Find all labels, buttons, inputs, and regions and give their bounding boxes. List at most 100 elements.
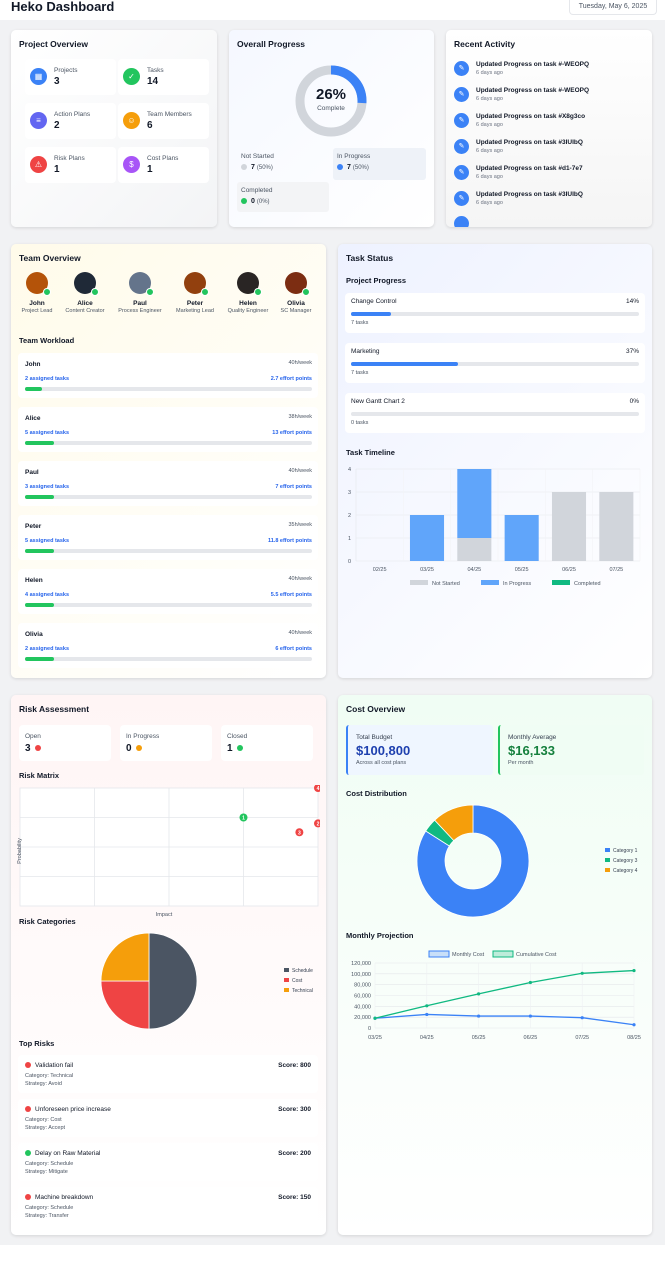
data-point [528,980,532,985]
slice-schedule [148,932,198,1030]
top-risk-item[interactable]: Validation fail Score: 800 Category: Techn… [18,1055,318,1093]
member-helen[interactable]: Helen Quality Engineer [220,272,276,314]
stat-projects[interactable]: ▦ Projects 3 [25,59,116,95]
risk-stat-value: 1 [227,743,243,754]
activity-item-partial [454,216,469,227]
workload-helen[interactable]: Helen 40h/week 4 assigned tasks 5.5 effort … [18,569,318,614]
legend-label: In Progress [503,581,531,587]
data-point [580,971,584,975]
activity-text: Updated Progress on task #-WEOPQ [476,61,590,68]
member-name: John [29,300,45,307]
activity-item[interactable]: ✎ Updated Progress on task #-WEOPQ 6 days … [454,59,644,79]
stat-label: Cost Plans [147,155,179,162]
member-paul[interactable]: Paul Process Engineer [112,272,168,314]
progress-completed: Completed 0 (0%) [237,182,329,212]
project-progress-item[interactable]: Marketing 37% 7 tasks [345,343,645,383]
risk-score: Score: 800 [278,1062,311,1069]
data-point [632,1023,636,1027]
risk-point-label: 1 [242,816,245,822]
check-icon: ✓ [123,68,140,85]
stat-value: 6 [147,120,153,131]
legend-swatch [284,978,289,982]
avatar [26,272,51,296]
project-progress-title: Project Progress [346,276,407,285]
risk-stat-in-progress[interactable]: In Progress 0 [120,725,212,761]
x-tick-label: 08/25 [627,1035,641,1041]
activity-item[interactable]: ✎ Updated Progress on task #X8g3co 6 days … [454,111,644,131]
workload-bar-fill [25,441,54,445]
legend-swatch [552,580,570,585]
data-point [373,1016,377,1020]
risk-strategy: Strategy: Avoid [25,1081,62,1087]
monthly-average-label: Monthly Average [508,734,557,741]
stat-cost-plans[interactable]: $ Cost Plans 1 [118,147,209,183]
member-alice[interactable]: Alice Content Creator [57,272,113,314]
stat-tasks[interactable]: ✓ Tasks 14 [118,59,209,95]
project-name: Marketing [351,348,380,355]
progress-item-label: Completed [241,187,273,194]
progress-not-started: Not Started 7 (50%) [237,148,329,180]
y-tick-label: 1 [348,536,351,542]
activity-text: Updated Progress on task #3IUIbQ [476,139,583,146]
risk-stat-open[interactable]: Open 3 [19,725,111,761]
y-tick-label: 0 [368,1026,371,1032]
monthly-average-box: Monthly Average $16,133 Per month [498,725,644,775]
workload-hours: 35h/week [288,522,312,528]
member-peter[interactable]: Peter Marketing Lead [167,272,223,314]
stat-value: 1 [147,164,153,175]
workload-olivia[interactable]: Olivia 40h/week 2 assigned tasks 6 effort p… [18,623,318,668]
project-progress-item[interactable]: Change Control 14% 7 tasks [345,293,645,333]
bar-in-progress [457,469,492,538]
workload-peter[interactable]: Peter 35h/week 5 assigned tasks 11.8 effort… [18,515,318,560]
risk-name: Machine breakdown [25,1194,93,1201]
series-line-cumulative-cost [374,969,635,1019]
workload-effort: 11.8 effort points [267,538,312,544]
x-tick-label: 03/25 [368,1035,382,1041]
risk-point-label: 3 [298,830,301,836]
legend-label: Category 4 [613,868,638,874]
workload-bar-fill [25,495,54,499]
top-risk-item[interactable]: Delay on Raw Material Score: 200 Category:… [18,1143,318,1181]
activity-text: Updated Progress on task #X8g3co [476,113,586,120]
workload-alice[interactable]: Alice 38h/week 5 assigned tasks 13 effort p… [18,407,318,452]
slice-category-1 [416,804,530,918]
activity-item[interactable]: ✎ Updated Progress on task #d1-7e7 6 days … [454,163,644,183]
member-olivia[interactable]: Olivia SC Manager [268,272,324,314]
top-risk-item[interactable]: Unforeseen price increase Score: 300 Categ… [18,1099,318,1137]
total-budget-box: Total Budget $100,800 Across all cost pl… [346,725,493,775]
activity-item[interactable]: ✎ Updated Progress on task #-WEOPQ 6 days … [454,85,644,105]
member-john[interactable]: John Project Lead [9,272,65,314]
workload-tasks: 5 assigned tasks [25,538,70,544]
stat-team-members[interactable]: ☺ Team Members 6 [118,103,209,139]
activity-item[interactable]: ✎ Updated Progress on task #3IUIbQ 6 days … [454,137,644,157]
slice-technical [100,932,150,982]
project-name: New Gantt Chart 2 [351,398,405,405]
risk-strategy: Strategy: Mitigate [25,1169,68,1175]
member-role: Project Lead [21,308,53,314]
y-tick-label: 100,000 [351,972,371,978]
total-budget-value: $100,800 [356,743,411,758]
legend-swatch [481,580,499,585]
activity-text: Updated Progress on task #3IUIbQ [476,191,583,198]
stat-action-plans[interactable]: ≡ Action Plans 2 [25,103,116,139]
top-risk-item[interactable]: Machine breakdown Score: 150 Category: Sch… [18,1187,318,1225]
overall-progress-title: Overall Progress [237,39,306,49]
slice-category-4 [434,804,474,842]
monthly-average-sub: Per month [508,760,534,766]
legend-label: Cumulative Cost [516,952,557,958]
stat-risk-plans[interactable]: ⚠ Risk Plans 1 [25,147,116,183]
member-role: Quality Engineer [227,308,269,314]
activity-text: Updated Progress on task #-WEOPQ [476,87,590,94]
workload-name: Olivia [25,631,43,638]
member-name: Peter [186,300,204,307]
workload-bar [25,387,312,391]
workload-bar-fill [25,549,54,553]
risk-stat-closed[interactable]: Closed 1 [221,725,313,761]
project-progress-item[interactable]: New Gantt Chart 2 0% 0 tasks [345,393,645,433]
workload-paul[interactable]: Paul 40h/week 3 assigned tasks 7 effort poi… [18,461,318,506]
risk-matrix-title: Risk Matrix [19,771,60,780]
bar-not-started [551,492,587,561]
activity-item[interactable]: ✎ Updated Progress on task #3IUIbQ 6 days … [454,189,644,209]
workload-bar [25,441,312,445]
workload-john[interactable]: John 40h/week 2 assigned tasks 2.7 effort p… [18,353,318,398]
